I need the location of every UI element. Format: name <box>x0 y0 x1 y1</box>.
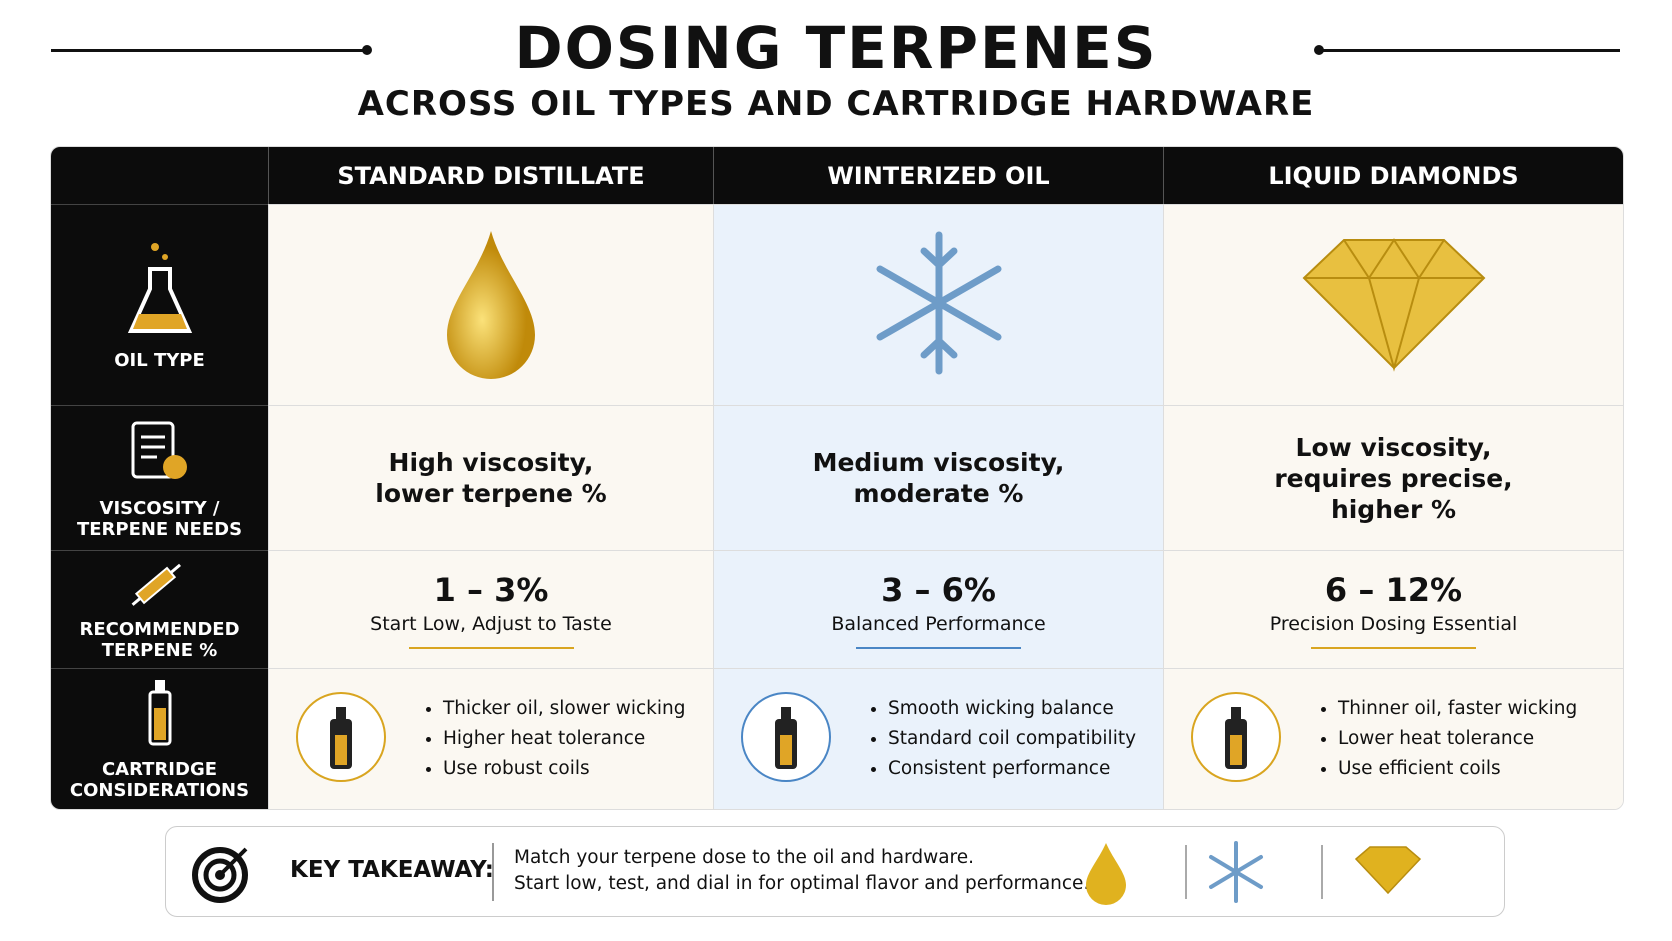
bullet-list: Thicker oil, slower wickingHigher heat t… <box>421 694 685 784</box>
row-label-line: RECOMMENDED <box>79 619 240 640</box>
bullet: Consistent performance <box>888 754 1136 784</box>
row-label: OIL TYPE <box>51 204 268 405</box>
terpene-note: Precision Dosing Essential <box>1269 612 1518 635</box>
title: DOSING TERPENES <box>514 14 1158 82</box>
row-label-line: VISCOSITY / <box>99 497 220 519</box>
takeaway: KEY TAKEAWAY: Match your terpene dose to… <box>165 826 1505 917</box>
row-icon <box>125 239 195 344</box>
column-header: STANDARD DISTILLATE <box>268 147 713 204</box>
cell: Smooth wicking balanceStandard coil comp… <box>713 668 1163 809</box>
terpene-range: 1 – 3% <box>433 570 549 609</box>
underline <box>408 646 574 649</box>
target-icon <box>192 847 248 903</box>
cell <box>713 204 1163 405</box>
cartridge-icon <box>1190 691 1282 787</box>
bullet-list: Thinner oil, faster wickingLower heat to… <box>1316 694 1577 784</box>
cell-line: moderate % <box>853 479 1024 508</box>
cartridge-icon <box>295 691 387 787</box>
oil-icon <box>1294 228 1494 382</box>
cell-line: requires precise, <box>1274 463 1513 493</box>
bullet: Smooth wicking balance <box>888 694 1136 724</box>
rule <box>1319 49 1620 52</box>
cartridge-icon <box>740 691 832 787</box>
bullet: Thicker oil, slower wicking <box>443 694 685 724</box>
row-icon <box>145 678 175 753</box>
takeaway-text: Match your terpene dose to the oil and h… <box>514 845 1089 897</box>
bullet-list: Smooth wicking balanceStandard coil comp… <box>866 694 1136 784</box>
row-icon <box>125 417 195 492</box>
row-label-line: TERPENE % <box>101 640 218 661</box>
terpene-range: 3 – 6% <box>881 570 996 609</box>
dot <box>1314 45 1324 55</box>
table: STANDARD DISTILLATE WINTERIZED OIL LIQUID … <box>50 146 1624 810</box>
cell-line: Medium viscosity, <box>812 448 1065 477</box>
underline <box>856 646 1021 649</box>
cell: Low viscosity, requires precise, higher % <box>1163 405 1623 550</box>
column-header: WINTERIZED OIL <box>713 147 1163 204</box>
cell: Thicker oil, slower wickingHigher heat t… <box>268 668 713 809</box>
oil-icon <box>869 223 1009 387</box>
rule <box>51 49 366 52</box>
cell: Thinner oil, faster wickingLower heat to… <box>1163 668 1623 809</box>
bullet: Thinner oil, faster wicking <box>1338 694 1577 724</box>
cell: 6 – 12% Precision Dosing Essential <box>1163 550 1623 668</box>
row-label: RECOMMENDED TERPENE % <box>51 550 268 668</box>
row-label-line: OIL TYPE <box>114 350 205 371</box>
takeaway-icons <box>1086 841 1422 905</box>
takeaway-label: KEY TAKEAWAY: <box>290 857 494 883</box>
takeaway-line: Match your terpene dose to the oil and h… <box>514 847 974 868</box>
cell-line: lower terpene % <box>375 479 607 508</box>
underline <box>1311 646 1476 649</box>
cell-line: High viscosity, <box>388 448 594 477</box>
bullet: Standard coil compatibility <box>888 724 1136 754</box>
bullet: Lower heat tolerance <box>1338 724 1577 754</box>
terpene-note: Balanced Performance <box>831 612 1046 635</box>
takeaway-line: Start low, test, and dial in for optimal… <box>514 873 1090 894</box>
row-label: CARTRIDGE CONSIDERATIONS <box>51 668 268 809</box>
divider <box>492 843 494 901</box>
bullet: Higher heat tolerance <box>443 724 685 754</box>
cell <box>268 204 713 405</box>
cell: Medium viscosity, moderate % <box>713 405 1163 550</box>
row-label-line: CONSIDERATIONS <box>69 779 250 801</box>
bullet: Use efficient coils <box>1338 754 1577 784</box>
row-label-line: TERPENE NEEDS <box>76 518 243 540</box>
cell: 3 – 6% Balanced Performance <box>713 550 1163 668</box>
terpene-note: Start Low, Adjust to Taste <box>370 612 612 635</box>
subtitle: ACROSS OIL TYPES AND CARTRIDGE HARDWARE <box>357 84 1315 124</box>
bullet: Use robust coils <box>443 754 685 784</box>
terpene-range: 6 – 12% <box>1324 570 1463 609</box>
cell-line: higher % <box>1330 494 1457 524</box>
oil-icon <box>431 223 551 387</box>
row-label-line: CARTRIDGE <box>101 758 218 780</box>
row-label: VISCOSITY / TERPENE NEEDS <box>51 405 268 550</box>
column-header: LIQUID DIAMONDS <box>1163 147 1623 204</box>
cell <box>1163 204 1623 405</box>
dot <box>362 45 372 55</box>
cell: High viscosity, lower terpene % <box>268 405 713 550</box>
row-icon <box>125 558 195 613</box>
corner <box>51 147 268 204</box>
cell-line: Low viscosity, <box>1295 432 1492 462</box>
cell: 1 – 3% Start Low, Adjust to Taste <box>268 550 713 668</box>
